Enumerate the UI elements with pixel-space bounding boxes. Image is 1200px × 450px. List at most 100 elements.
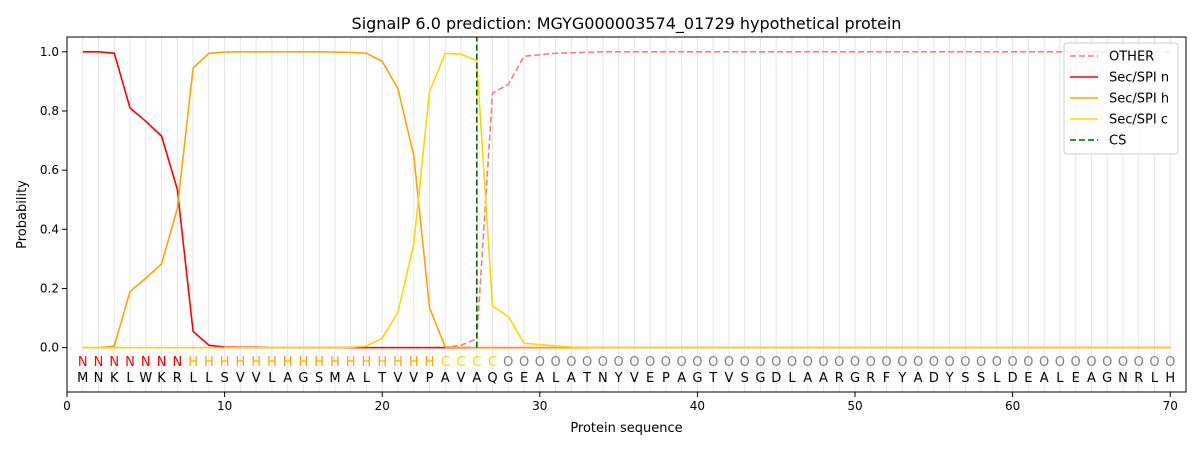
region-label: H bbox=[425, 355, 435, 370]
residue-label: Y bbox=[897, 371, 906, 386]
region-label: O bbox=[1134, 355, 1144, 370]
residue-label: E bbox=[646, 371, 654, 386]
region-label: O bbox=[1149, 355, 1159, 370]
residue-label: T bbox=[708, 371, 717, 386]
region-label: O bbox=[614, 355, 624, 370]
x-tick-label: 0 bbox=[63, 399, 71, 413]
legend-label: Sec/SPI c bbox=[1109, 113, 1168, 128]
chart-title: SignalP 6.0 prediction: MGYG000003574_01… bbox=[352, 14, 902, 34]
series-line-sec-spi-c bbox=[82, 52, 1171, 349]
region-label: O bbox=[503, 355, 513, 370]
region-label: O bbox=[755, 355, 765, 370]
residue-label: V bbox=[724, 371, 733, 386]
region-label: O bbox=[1086, 355, 1096, 370]
legend-label: Sec/SPI h bbox=[1109, 92, 1169, 107]
residue-label: G bbox=[503, 371, 513, 386]
grid bbox=[82, 37, 1171, 392]
series-lines bbox=[82, 37, 1171, 349]
region-label: O bbox=[724, 355, 734, 370]
residue-label: F bbox=[883, 371, 890, 386]
residue-label: A bbox=[283, 371, 292, 386]
residue-label: V bbox=[457, 371, 466, 386]
region-label: O bbox=[566, 355, 576, 370]
residue-label: A bbox=[535, 371, 544, 386]
residue-label: L bbox=[189, 371, 197, 386]
residue-label: M bbox=[329, 371, 340, 386]
y-tick-label: 1.0 bbox=[40, 45, 59, 59]
region-label: H bbox=[251, 355, 261, 370]
region-label: H bbox=[204, 355, 214, 370]
region-label: O bbox=[692, 355, 702, 370]
region-label: H bbox=[346, 355, 356, 370]
y-tick-label: 0.6 bbox=[40, 163, 59, 177]
region-label: O bbox=[834, 355, 844, 370]
legend: OTHER Sec/SPI n Sec/SPI h Sec/SPI c CS bbox=[1063, 42, 1179, 155]
residue-label: R bbox=[835, 371, 844, 386]
residue-label: A bbox=[1040, 371, 1049, 386]
x-tick-label: 30 bbox=[532, 399, 547, 413]
region-label: N bbox=[94, 355, 104, 370]
region-label: O bbox=[629, 355, 639, 370]
region-label: O bbox=[1165, 355, 1175, 370]
region-label: O bbox=[803, 355, 813, 370]
region-label: O bbox=[992, 355, 1002, 370]
region-label: O bbox=[929, 355, 939, 370]
legend-label: OTHER bbox=[1109, 50, 1154, 65]
region-label: O bbox=[519, 355, 529, 370]
region-label: H bbox=[283, 355, 293, 370]
region-label: O bbox=[1039, 355, 1049, 370]
residue-label: L bbox=[1151, 371, 1159, 386]
residue-label: A bbox=[819, 371, 828, 386]
residue-label: N bbox=[94, 371, 104, 386]
region-label: O bbox=[1023, 355, 1033, 370]
y-tick-label: 0.8 bbox=[40, 104, 59, 118]
x-tick-label: 70 bbox=[1163, 399, 1178, 413]
legend-box bbox=[1063, 42, 1179, 155]
region-label: H bbox=[393, 355, 403, 370]
residue-label: R bbox=[1134, 371, 1143, 386]
region-label: O bbox=[787, 355, 797, 370]
residue-label: S bbox=[977, 371, 985, 386]
residue-label: G bbox=[298, 371, 308, 386]
region-label: O bbox=[677, 355, 687, 370]
residue-label: V bbox=[394, 371, 403, 386]
region-label: C bbox=[441, 355, 450, 370]
residue-label: P bbox=[426, 371, 434, 386]
region-label: N bbox=[125, 355, 135, 370]
region-label: O bbox=[535, 355, 545, 370]
residue-label: V bbox=[630, 371, 639, 386]
residue-label: L bbox=[205, 371, 213, 386]
region-label: O bbox=[944, 355, 954, 370]
residue-label: P bbox=[662, 371, 670, 386]
residue-label: E bbox=[520, 371, 528, 386]
region-label: O bbox=[850, 355, 860, 370]
region-label: O bbox=[708, 355, 718, 370]
residue-label: S bbox=[220, 371, 228, 386]
x-tick-label: 40 bbox=[690, 399, 705, 413]
residue-label: L bbox=[363, 371, 371, 386]
residue-label: A bbox=[472, 371, 481, 386]
residue-label: G bbox=[1102, 371, 1112, 386]
region-label: N bbox=[157, 355, 167, 370]
x-tick-label: 60 bbox=[1005, 399, 1020, 413]
residue-label: A bbox=[914, 371, 923, 386]
residue-label: Y bbox=[614, 371, 623, 386]
region-label: H bbox=[409, 355, 419, 370]
region-label: O bbox=[740, 355, 750, 370]
residue-label: V bbox=[252, 371, 261, 386]
residue-label: A bbox=[567, 371, 576, 386]
residue-label: A bbox=[803, 371, 812, 386]
region-label: H bbox=[235, 355, 245, 370]
region-label: C bbox=[488, 355, 497, 370]
residue-label: L bbox=[552, 371, 560, 386]
axis-ticks: 0 10 20 30 40 50 60 70 0.0 0.2 0.4 0.6 0.8 1.0 bbox=[40, 45, 1178, 413]
x-tick-label: 10 bbox=[217, 399, 232, 413]
region-label: H bbox=[330, 355, 340, 370]
axes-frame bbox=[66, 36, 1187, 393]
region-label: H bbox=[377, 355, 387, 370]
region-label: O bbox=[818, 355, 828, 370]
legend-label: Sec/SPI n bbox=[1109, 71, 1169, 86]
residue-label: L bbox=[126, 371, 134, 386]
